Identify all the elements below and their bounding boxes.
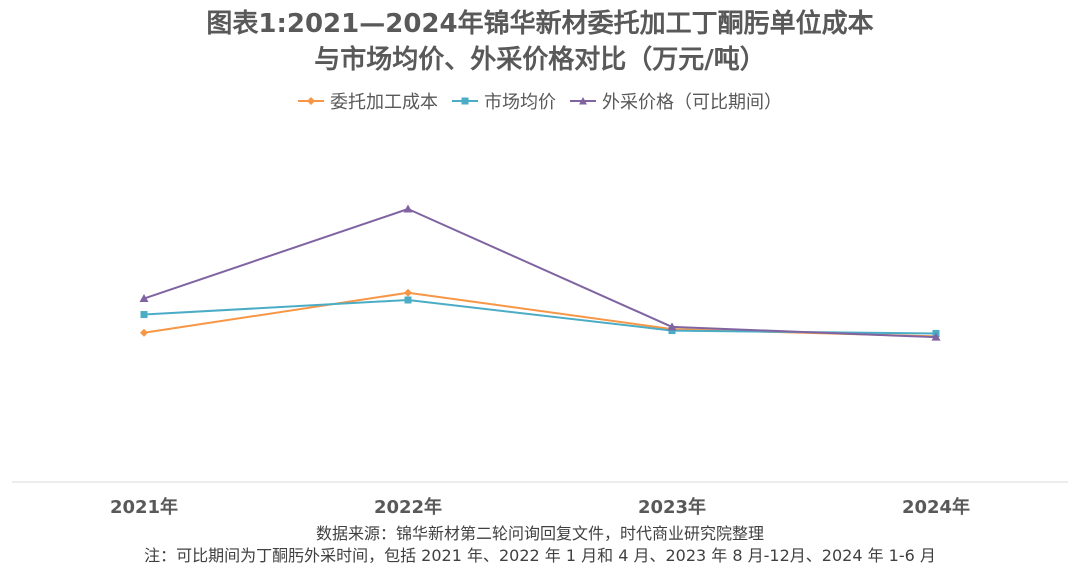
x-tick-labels: 2021年 2022年 2023年 2024年 bbox=[110, 496, 970, 518]
legend-swatch-triangle-icon bbox=[570, 94, 596, 108]
line-chart: 2021年 2022年 2023年 2024年 bbox=[12, 204, 1068, 518]
legend-swatch-square-icon bbox=[452, 94, 478, 108]
data-point-0-1[interactable] bbox=[404, 288, 412, 297]
data-point-2-1[interactable] bbox=[403, 204, 413, 213]
legend-swatch-diamond-icon bbox=[298, 94, 324, 108]
legend-label: 委托加工成本 bbox=[330, 92, 438, 113]
x-tick-label: 2023年 bbox=[638, 496, 706, 518]
data-point-2-2[interactable] bbox=[667, 322, 677, 331]
data-point-2-3[interactable] bbox=[931, 332, 941, 341]
series-2 bbox=[139, 204, 941, 341]
data-point-1-1[interactable] bbox=[404, 296, 412, 304]
legend-label: 市场均价 bbox=[484, 92, 556, 113]
x-tick-label: 2021年 bbox=[110, 496, 178, 518]
legend-label: 外采价格（可比期间） bbox=[602, 92, 782, 113]
legend-item-series-1[interactable]: 市场均价 bbox=[452, 88, 556, 114]
series-1 bbox=[140, 296, 940, 337]
legend-item-series-2[interactable]: 外采价格（可比期间） bbox=[570, 88, 782, 114]
footnote: 注：可比期间为丁酮肟外采时间，包括 2021 年、2022 年 1 月和 4 月… bbox=[144, 546, 936, 565]
series-layer bbox=[139, 204, 941, 341]
data-point-1-0[interactable] bbox=[140, 311, 148, 319]
series-line-1 bbox=[143, 299, 937, 335]
source-note: 数据来源：锦华新材第二轮问询回复文件，时代商业研究院整理 bbox=[315, 524, 764, 543]
legend-item-series-0[interactable]: 委托加工成本 bbox=[298, 88, 438, 114]
x-tick-label: 2022年 bbox=[374, 496, 442, 518]
chart-title-line1: 图表1:2021—2024年锦华新材委托加工丁酮肟单位成本 bbox=[206, 9, 874, 39]
data-point-2-0[interactable] bbox=[139, 294, 149, 303]
chart-title: 图表1:2021—2024年锦华新材委托加工丁酮肟单位成本 与市场均价、外采价格… bbox=[0, 6, 1080, 78]
x-tick-label: 2024年 bbox=[902, 496, 970, 518]
data-point-1-2[interactable] bbox=[668, 327, 676, 335]
data-point-0-0[interactable] bbox=[140, 328, 148, 337]
chart-title-line2: 与市场均价、外采价格对比（万元/吨） bbox=[314, 45, 766, 75]
chart-legend: 委托加工成本 市场均价 外采价格（可比期间） bbox=[0, 88, 1080, 114]
series-line-2 bbox=[143, 208, 937, 339]
